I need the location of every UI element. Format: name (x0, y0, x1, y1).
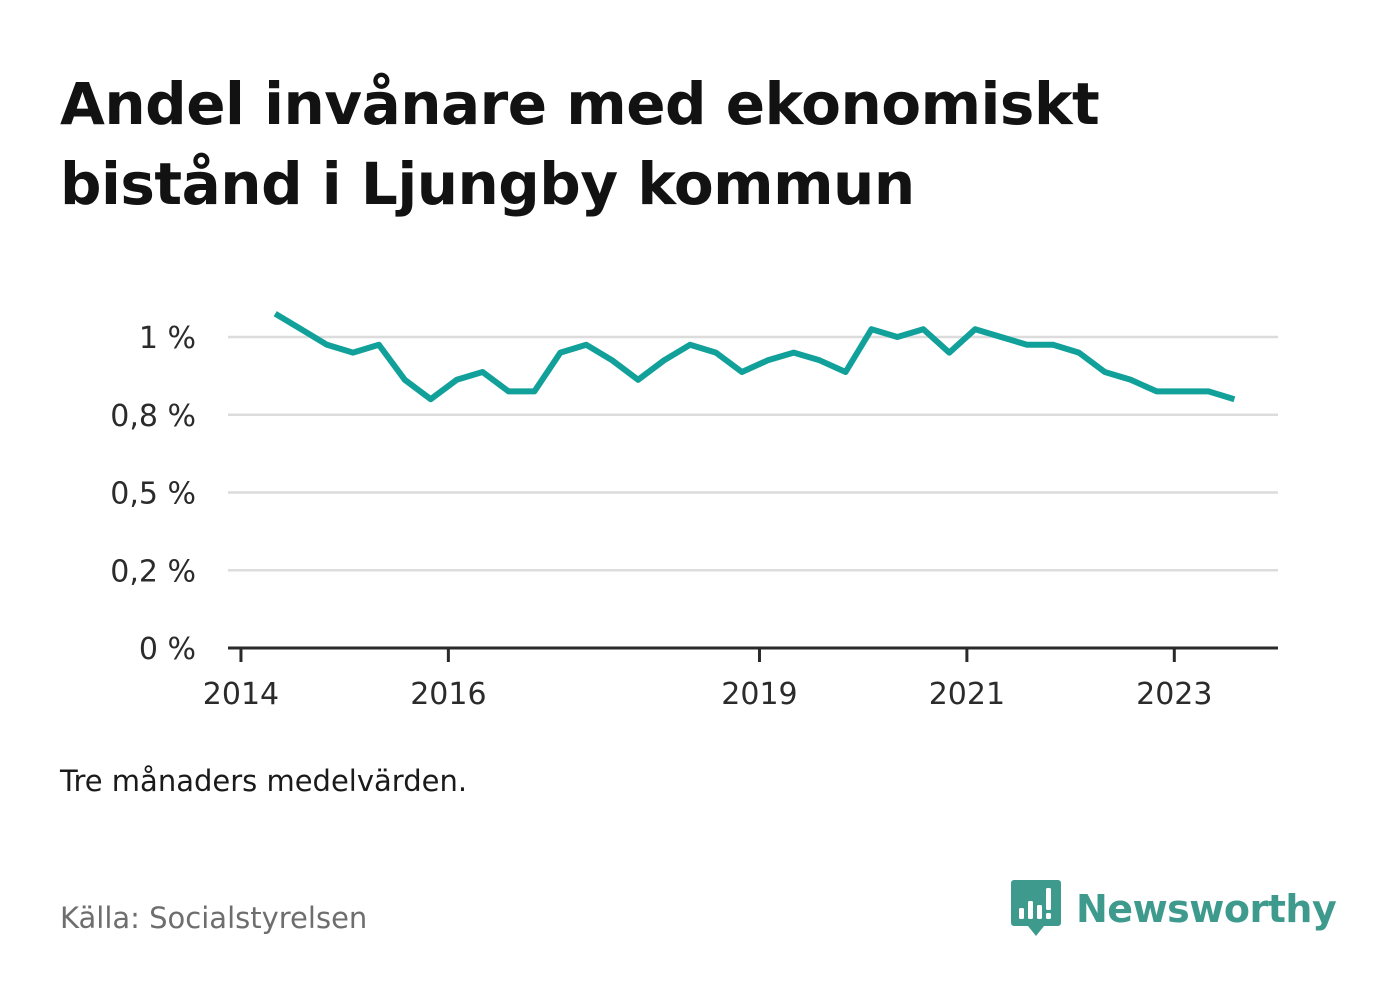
y-tick-label: 0,8 % (110, 399, 196, 434)
y-tick-label: 0,5 % (110, 477, 196, 512)
brand-name: Newsworthy (1076, 887, 1337, 931)
data-line (273, 311, 1236, 403)
x-axis: 2014 2016 2019 2021 2023 (203, 646, 1278, 712)
x-tick-label: 2016 (410, 677, 486, 712)
brand-logo: Newsworthy (1010, 878, 1337, 940)
x-tick-label: 2019 (721, 677, 797, 712)
x-tick-label: 2014 (203, 677, 279, 712)
source-text: Källa: Socialstyrelsen (60, 901, 368, 935)
y-tick-label: 1 % (139, 321, 196, 356)
y-axis-labels: 0 % 0,2 % 0,5 % 0,8 % 1 % (110, 321, 196, 667)
chart-title: Andel invånare med ekonomiskt bistånd i … (60, 70, 1100, 218)
x-tick-label: 2021 (929, 677, 1005, 712)
series-line (273, 311, 1236, 403)
gridlines (228, 335, 1278, 572)
line-chart: 0 %0,2 %0,5 %0,8 %1 % 2014 2016 2019 2021 20… (110, 311, 1278, 712)
bar-chart-speech-bubble-icon (1011, 880, 1061, 936)
x-tick-label: 2023 (1136, 677, 1212, 712)
y-tick-label: 0,2 % (110, 554, 196, 589)
y-tick-label: 0 % (139, 632, 196, 667)
chart-note: Tre månaders medelvärden. (60, 764, 468, 798)
